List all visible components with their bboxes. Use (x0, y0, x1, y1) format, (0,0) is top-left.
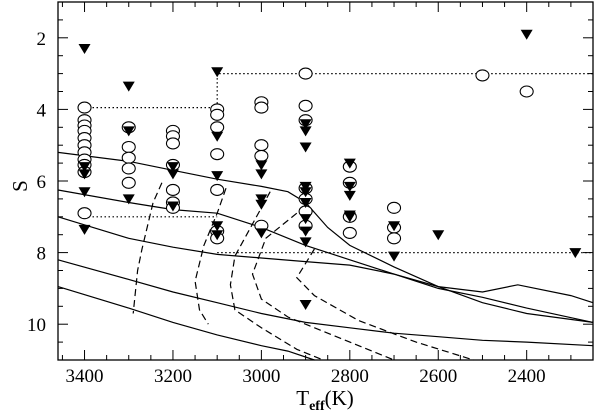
filled-triangle-point (299, 126, 312, 137)
dashed-curve-4 (251, 212, 395, 361)
filled-triangle-point (520, 29, 533, 40)
open-circle-point (342, 226, 357, 239)
filled-triangle-point (255, 194, 268, 205)
filled-triangle-point (299, 119, 312, 130)
filled-triangle-point (299, 237, 312, 248)
open-circle-point (210, 108, 225, 121)
filled-triangle-point (211, 230, 224, 241)
filled-triangle-point (255, 199, 268, 210)
curves-layer (57, 73, 594, 361)
solid-curve-3 (57, 216, 594, 323)
x-axis-label-subscript: eff (309, 399, 325, 414)
filled-triangle-point (78, 187, 91, 198)
x-axis-label: Teff(K) (296, 386, 354, 414)
x-tick-label: 2800 (331, 366, 369, 387)
y-tick-label: 10 (27, 315, 46, 336)
open-circle-point (254, 149, 269, 162)
filled-triangle-point (166, 201, 179, 212)
open-circle-point (165, 137, 181, 150)
filled-triangle-point (211, 67, 224, 78)
open-circle-point (298, 99, 313, 112)
open-circle-point (121, 162, 136, 175)
y-tick-label: 6 (37, 172, 47, 193)
filled-triangle-point (211, 131, 224, 142)
y-tick-label: 2 (37, 29, 47, 50)
solid-curve-4 (57, 259, 594, 347)
filled-triangle-point (299, 300, 312, 311)
solid-curve-1 (57, 151, 594, 323)
x-tick-label: 3200 (154, 366, 192, 387)
open-circle-point (121, 151, 136, 164)
filled-triangle-point (343, 181, 356, 192)
open-circle-point (298, 67, 313, 80)
filled-triangle-point (388, 221, 401, 232)
open-circle-point (77, 207, 92, 220)
open-circle-point (210, 121, 225, 134)
filled-triangle-point (432, 230, 445, 241)
filled-triangle-point (78, 224, 91, 235)
y-tick-label: 4 (37, 100, 47, 121)
filled-triangle-point (255, 169, 268, 180)
filled-triangle-point (78, 44, 91, 55)
x-tick-label: 2600 (419, 366, 457, 387)
plot-frame (57, 1, 594, 361)
filled-triangle-point (122, 194, 135, 205)
filled-triangle-point (211, 221, 224, 232)
filled-triangle-point (78, 162, 91, 173)
filled-triangle-point (343, 158, 356, 169)
x-axis-label-unit: (K) (325, 386, 354, 410)
y-axis-label: S (8, 180, 32, 192)
filled-triangle-point (211, 171, 224, 182)
filled-triangle-point (166, 169, 179, 180)
open-circle-point (210, 183, 225, 196)
x-tick-label: 2400 (508, 366, 546, 387)
dashed-curve-3 (229, 191, 324, 361)
filled-triangle-point (299, 214, 312, 225)
x-tick-label: 3400 (66, 366, 104, 387)
open-circle-point (386, 232, 402, 245)
filled-triangle-point (122, 81, 135, 92)
open-circle-point (77, 101, 92, 114)
open-circle-point (121, 140, 136, 154)
solid-curve-5 (57, 286, 315, 361)
filled-triangle-point (569, 248, 582, 259)
dashed-curve-2 (194, 188, 227, 325)
filled-triangle-point (388, 251, 401, 262)
filled-triangle-point (299, 226, 312, 237)
open-circle-point (165, 183, 181, 196)
filled-triangle-point (299, 142, 312, 153)
open-circle-point (254, 101, 269, 114)
filled-triangle-point (255, 228, 268, 239)
filled-triangle-point (166, 162, 179, 173)
solid-curve-2 (57, 189, 594, 304)
open-circle-point (386, 201, 402, 214)
open-circle-point (254, 139, 269, 152)
filled-triangle-point (343, 190, 356, 201)
filled-triangle-point (343, 212, 356, 223)
open-circle-point (519, 85, 534, 98)
y-tick-label: 8 (37, 244, 47, 265)
filled-triangle-point (299, 187, 312, 198)
open-circle-point (475, 69, 490, 82)
filled-triangle-point (299, 181, 312, 192)
dotted-curve-2 (216, 73, 593, 108)
filled-triangle-point (78, 169, 91, 180)
filled-triangle-point (255, 160, 268, 171)
x-tick-label: 3000 (242, 366, 280, 387)
x-axis-label-main: T (296, 386, 309, 410)
markers-layer (77, 29, 582, 311)
ticks-layer: 3400 3200 3000 2800 2600 2400 2 4 6 8 10 (27, 2, 593, 387)
dashed-curve-1 (132, 182, 163, 314)
open-circle-point (121, 176, 136, 189)
dashed-curve-5 (296, 248, 474, 361)
filled-triangle-point (122, 126, 135, 137)
open-circle-point (210, 148, 225, 161)
filled-triangle-point (299, 197, 312, 208)
